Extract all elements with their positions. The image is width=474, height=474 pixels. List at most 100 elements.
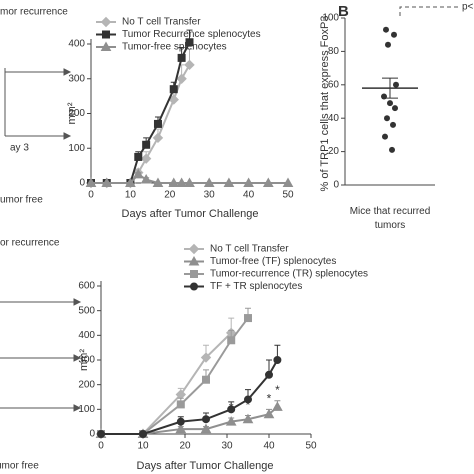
- point: [188, 255, 200, 266]
- point: [85, 177, 97, 187]
- y-tick-label: 200: [78, 379, 95, 390]
- point: [142, 140, 151, 149]
- point: [152, 132, 164, 144]
- x-tick-label: 40: [263, 441, 275, 452]
- y-axis-title: % of TRP1 cells that express FoxP3: [319, 16, 331, 192]
- point: [153, 119, 162, 128]
- annotation: *: [275, 383, 280, 397]
- point: [223, 177, 235, 187]
- point: [190, 282, 198, 291]
- y-tick-label: 0: [89, 429, 95, 440]
- point: [125, 177, 136, 187]
- y-tick-label: 60: [328, 79, 340, 90]
- point: [185, 38, 194, 47]
- point: [140, 153, 152, 164]
- y-tick-label: 500: [78, 305, 95, 316]
- point: [177, 53, 186, 62]
- y-tick-label: 100: [68, 143, 85, 154]
- x-axis-title: Days after Tumor Challenge: [122, 208, 259, 220]
- annotation: p<: [462, 2, 474, 13]
- annotation: *: [229, 400, 234, 414]
- point: [227, 405, 236, 414]
- series-line: [101, 317, 249, 435]
- point: [392, 105, 398, 112]
- point: [188, 243, 200, 255]
- y-tick-label: 0: [333, 180, 339, 191]
- legend-label: Tumor Recurrence splenocytes: [122, 29, 261, 40]
- y-tick-label: 300: [68, 73, 85, 84]
- y-tick-label: 400: [78, 330, 95, 341]
- point: [175, 423, 187, 434]
- annotation: *: [246, 398, 251, 412]
- x-tick-label: 20: [179, 441, 191, 452]
- point: [384, 115, 390, 122]
- point: [176, 73, 187, 84]
- x-tick-label: 0: [98, 441, 104, 452]
- x-tick-label: 40: [243, 190, 255, 201]
- series-line: [101, 332, 232, 435]
- y-tick-label: 40: [328, 113, 340, 124]
- y-tick-label: 0: [79, 178, 85, 189]
- legend-label: Tumor-free splenocytes: [122, 42, 227, 53]
- point: [202, 415, 210, 424]
- legend-label: No T cell Transfer: [210, 244, 289, 255]
- x-tick-label: 30: [204, 190, 216, 201]
- point: [242, 413, 254, 424]
- x-tick-label: 30: [221, 441, 233, 452]
- point: [140, 174, 152, 184]
- y-axis-title: mm²: [78, 349, 90, 371]
- error-bar: [382, 77, 398, 99]
- y-tick-label: 400: [68, 39, 85, 50]
- point: [190, 270, 198, 278]
- point: [244, 395, 252, 404]
- point: [390, 121, 396, 128]
- point: [97, 430, 105, 438]
- point: [262, 177, 274, 187]
- fragment: umor free: [0, 195, 43, 206]
- point: [134, 152, 143, 161]
- legend-label: TF + TR splenocytes: [210, 281, 302, 292]
- point: [385, 41, 391, 48]
- point: [203, 177, 215, 187]
- fragment: ay 3: [10, 143, 29, 154]
- y-tick-label: 20: [328, 146, 340, 157]
- point: [152, 177, 164, 187]
- point: [102, 30, 110, 39]
- point: [101, 177, 113, 187]
- point: [184, 59, 195, 71]
- point: [202, 375, 210, 384]
- y-axis-title: mm²: [66, 102, 78, 124]
- bracket: [399, 6, 460, 16]
- point: [200, 423, 212, 434]
- y-tick-label: 200: [68, 108, 85, 119]
- point: [243, 177, 254, 187]
- point: [169, 85, 178, 94]
- point: [225, 416, 237, 426]
- point: [282, 177, 294, 187]
- x-tick-label: 0: [88, 190, 94, 201]
- point: [176, 177, 187, 187]
- annotation: *: [267, 392, 272, 406]
- point: [387, 100, 393, 107]
- panel-label: B: [338, 3, 349, 20]
- point: [100, 41, 112, 51]
- point: [383, 26, 389, 33]
- y-tick-label: 80: [328, 46, 340, 57]
- series-line: [91, 41, 191, 184]
- point: [265, 370, 273, 379]
- point: [176, 417, 185, 426]
- fragment: mor recurrence: [0, 7, 68, 18]
- point: [244, 314, 252, 323]
- point: [100, 16, 112, 28]
- point: [393, 81, 399, 88]
- point: [382, 133, 388, 140]
- point: [391, 31, 397, 38]
- fragment: umor free: [0, 461, 39, 472]
- x-tick-label: 50: [282, 190, 294, 201]
- fragment: or recurrence: [0, 238, 60, 249]
- y-tick-label: 100: [322, 13, 339, 24]
- point: [176, 400, 185, 409]
- x-tick-label: 50: [305, 441, 317, 452]
